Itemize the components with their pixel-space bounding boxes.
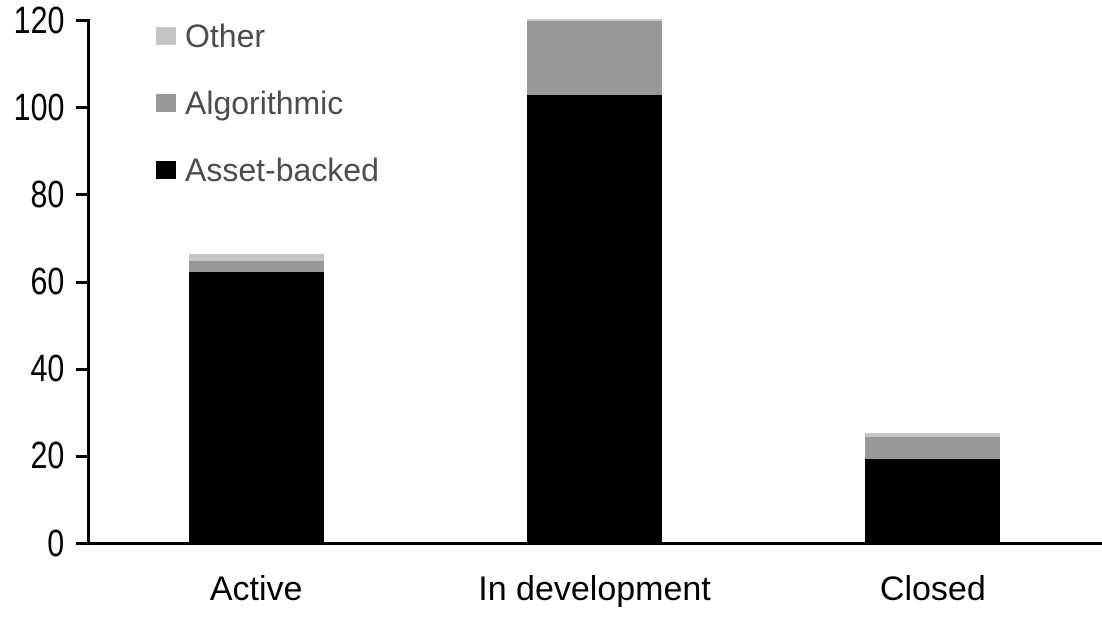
legend-label: Other xyxy=(185,18,266,54)
y-axis-tick-label: 60 xyxy=(0,261,64,303)
legend-swatch-icon xyxy=(156,27,176,45)
x-axis-category-label: Closed xyxy=(879,570,986,608)
y-axis-tick xyxy=(76,106,90,110)
y-axis-tick-label: 100 xyxy=(0,87,64,129)
y-axis-tick-label-text: 60 xyxy=(30,261,64,303)
y-axis-tick-label-text: 20 xyxy=(30,435,64,478)
y-axis-tick xyxy=(76,193,90,197)
y-axis-tick-label-text: 100 xyxy=(13,86,64,129)
y-axis-tick-label-text: 80 xyxy=(30,173,64,216)
bar-segment-algorithmic xyxy=(188,260,324,272)
y-axis-tick-label: 0 xyxy=(0,523,64,565)
y-axis-tick xyxy=(76,542,90,545)
bar-segment-algorithmic xyxy=(527,21,662,96)
y-axis-tick-label-text: 0 xyxy=(47,522,64,565)
bar-segment-asset-backed xyxy=(188,271,324,542)
legend-item-other: Other xyxy=(156,18,265,54)
bar-segment-asset-backed xyxy=(527,95,662,542)
legend-swatch-icon xyxy=(156,94,176,112)
y-axis-tick xyxy=(76,367,90,371)
y-axis-tick-label-text: 120 xyxy=(13,0,64,42)
bar-segment-other xyxy=(865,433,1001,438)
bar-segment-other xyxy=(527,19,662,22)
y-axis-tick-label: 20 xyxy=(0,435,64,477)
x-axis-category-label: In development xyxy=(478,570,711,608)
bar-segment-algorithmic xyxy=(865,437,1001,460)
y-axis-tick xyxy=(76,454,90,458)
y-axis-tick-label-text: 40 xyxy=(30,348,64,391)
legend-label: Asset-backed xyxy=(185,152,379,188)
y-axis-tick-label: 40 xyxy=(0,348,64,390)
legend-label: Algorithmic xyxy=(185,85,344,121)
bar-segment-other xyxy=(188,254,324,261)
y-axis-tick-label: 80 xyxy=(0,174,64,216)
legend-swatch-icon xyxy=(156,161,176,179)
y-axis-tick xyxy=(76,280,90,284)
x-axis-line xyxy=(87,542,1102,545)
legend-item-asset-backed: Asset-backed xyxy=(156,152,379,188)
y-axis-tick-label: 120 xyxy=(0,0,64,42)
y-axis-tick xyxy=(76,19,90,22)
x-axis-category-label: Active xyxy=(209,570,303,608)
legend-item-algorithmic: Algorithmic xyxy=(156,85,343,121)
bar-segment-asset-backed xyxy=(865,459,1001,542)
